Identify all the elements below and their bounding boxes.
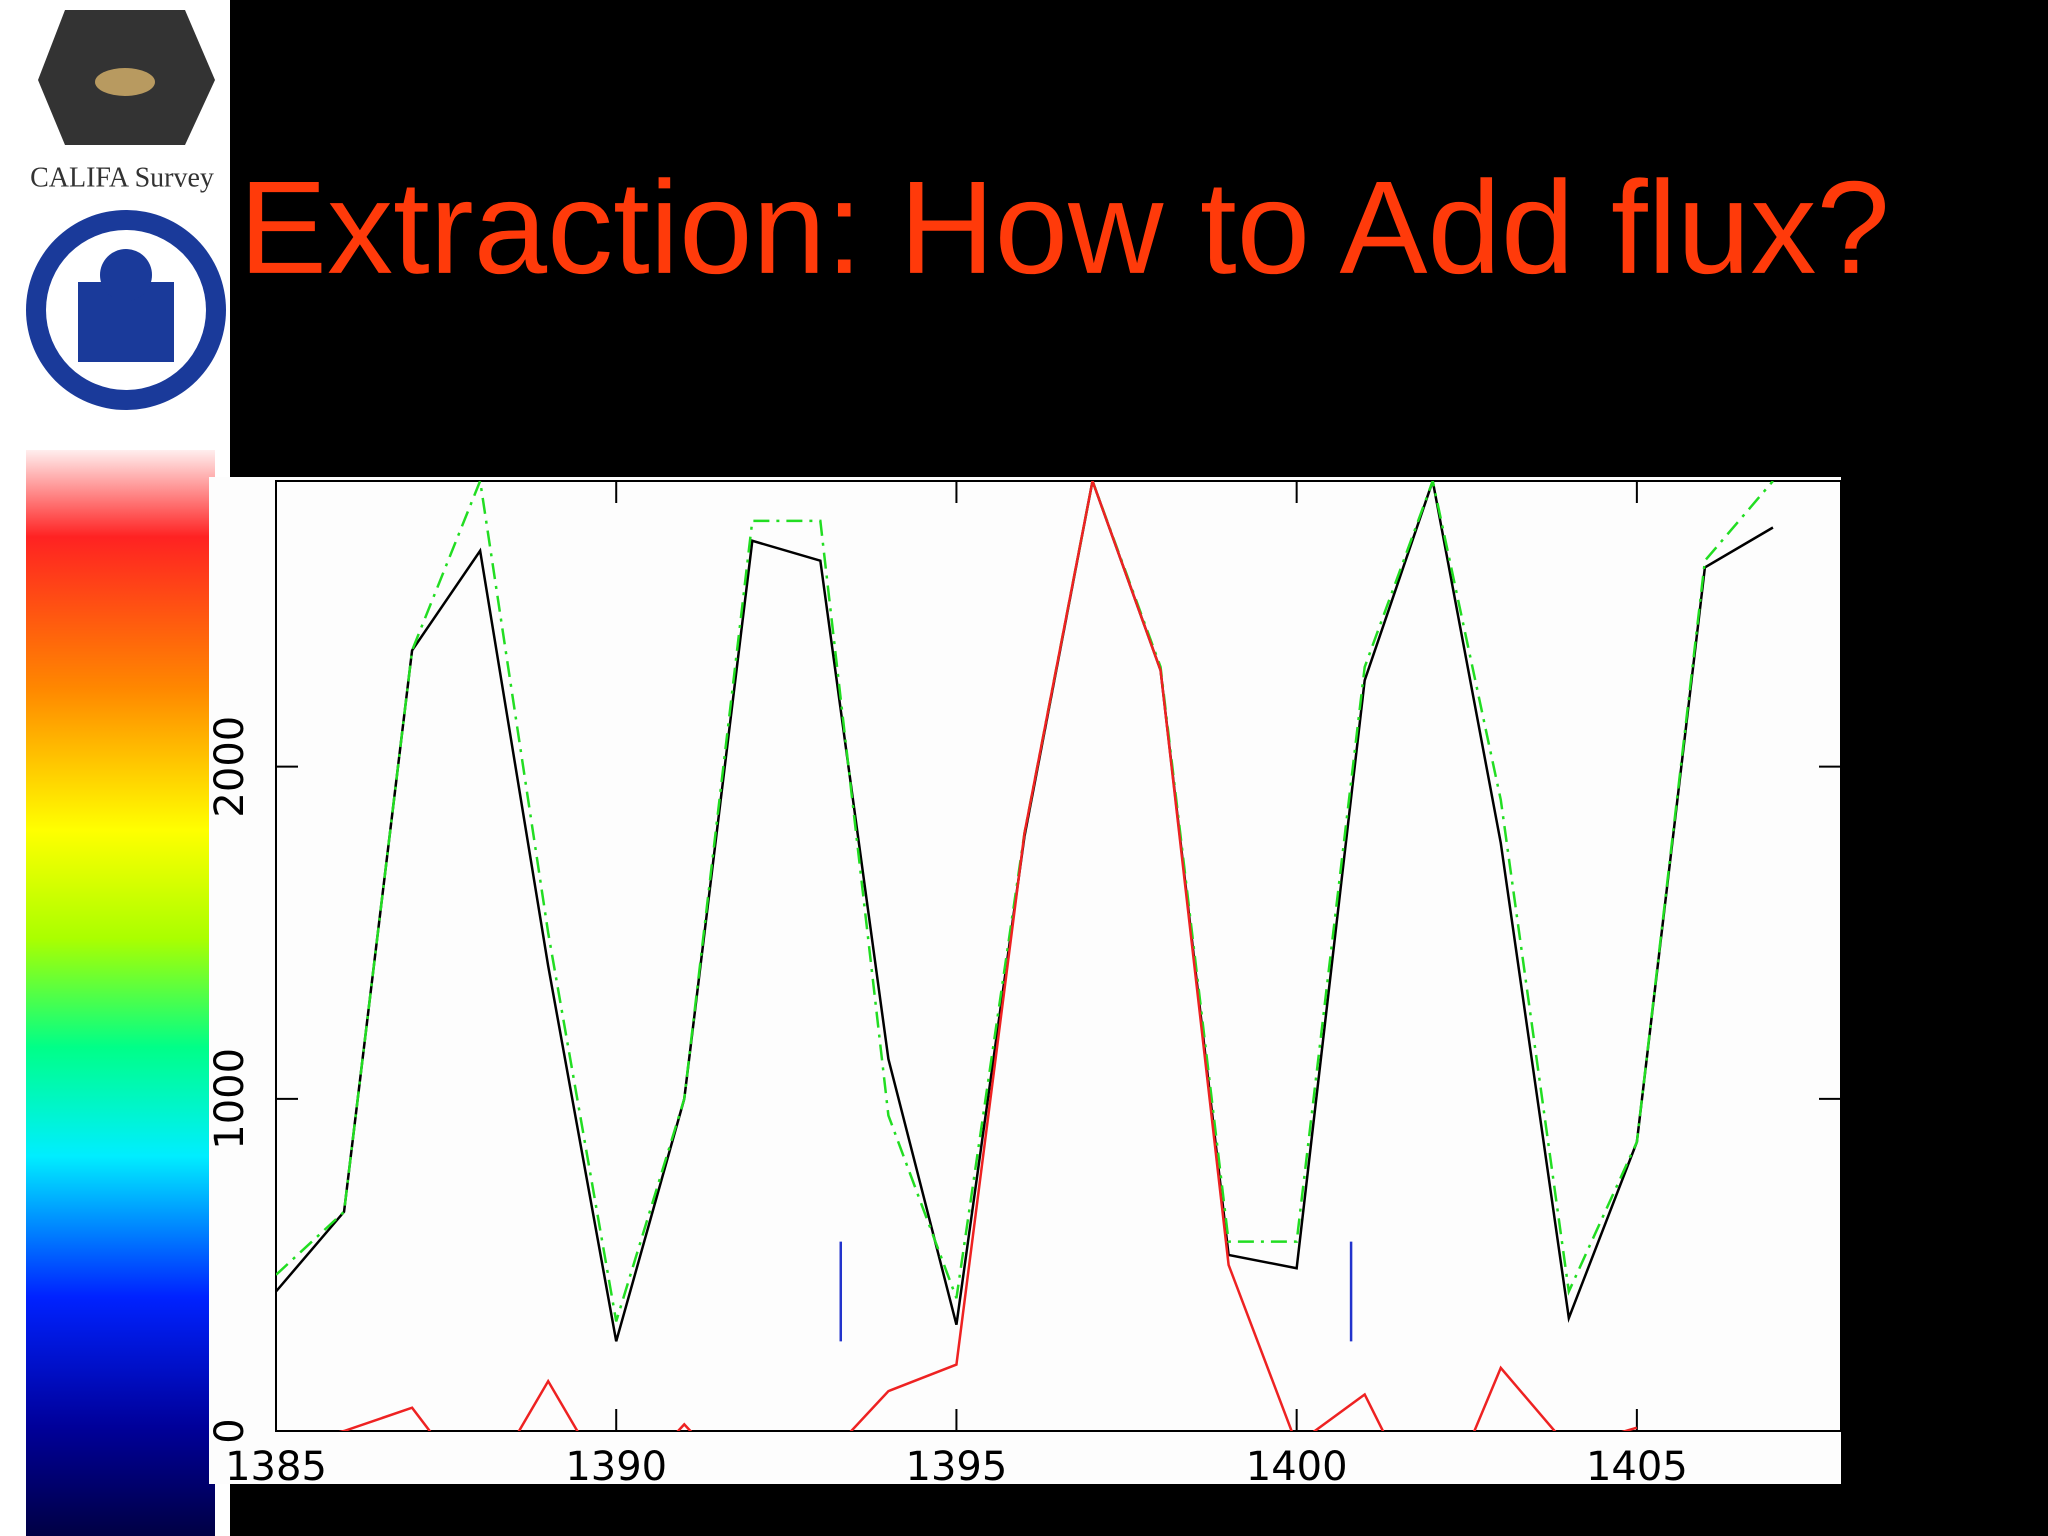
x-tick-label: 1390 [565,1444,667,1490]
logo-text: CALIFA Survey [30,162,214,193]
x-tick-label: 1385 [225,1444,327,1490]
series-line [338,481,1638,1431]
x-tick-label: 1405 [1586,1444,1688,1490]
x-tick-label: 1395 [906,1444,1008,1490]
plot-lines [276,481,1774,1431]
slide-title: Extraction: How to Add flux? [239,154,1890,301]
y-tick-label: 1000 [207,1048,253,1150]
observatory-dome [100,249,152,301]
galaxy [95,68,155,96]
y-tick-label: 0 [207,1418,253,1443]
plot-background [209,477,1841,1484]
y-tick-label: 2000 [207,716,253,818]
x-tick-label: 1400 [1246,1444,1348,1490]
colorbar [26,450,215,1536]
plot-frame [275,480,1842,1432]
